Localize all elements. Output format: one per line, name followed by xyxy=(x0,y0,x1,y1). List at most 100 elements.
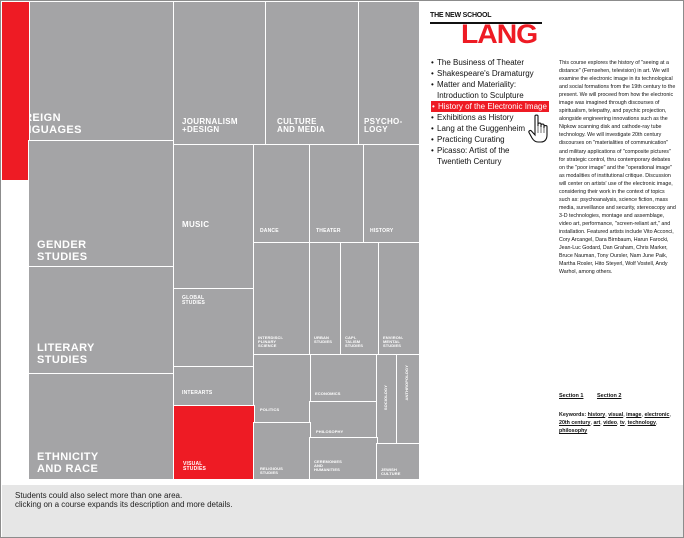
tile-journalism-design[interactable]: Journalism +Design xyxy=(173,1,267,146)
course-item[interactable]: • Lang at the Guggenheim xyxy=(431,123,556,134)
course-label: Shakespeare's Dramaturgy xyxy=(437,69,534,78)
course-label: Practicing Curating xyxy=(437,135,505,144)
logo-lang-text: LANG xyxy=(461,19,538,49)
keyword-link[interactable]: image xyxy=(626,412,642,418)
tile-label: Environ- mental Studies xyxy=(383,335,404,349)
tile-label: Urban Studies xyxy=(314,335,333,345)
tile-philosophy[interactable]: Philosophy xyxy=(309,401,378,439)
tile-jewish-culture[interactable]: Jewish Culture xyxy=(376,443,420,480)
footer-line-2: clicking on a course expands its descrip… xyxy=(15,500,233,509)
tile-psychology[interactable]: Psycho- logy xyxy=(358,1,420,146)
tile-interdisciplinary-science[interactable]: Interdisci- plinary Science xyxy=(253,242,311,356)
tile-label: Culture and Media xyxy=(277,117,326,135)
tile-ceremonies-and-humanities[interactable]: Ceremonies and Humanities xyxy=(309,437,378,480)
tile-label: Sociology xyxy=(383,385,388,411)
course-item[interactable]: • Exhibitions as History xyxy=(431,112,556,123)
hand-cursor-icon xyxy=(528,114,548,143)
tile-music[interactable]: Music xyxy=(173,144,255,290)
tile-label: Capi- talism Studies xyxy=(345,335,364,349)
course-label: Picasso: Artist of the xyxy=(437,146,510,155)
tile-visual-studies[interactable]: Visual Studies xyxy=(173,405,255,480)
course-label: Exhibitions as History xyxy=(437,113,514,122)
tile-label: Politics xyxy=(260,407,280,412)
tile-urban-studies[interactable]: Urban Studies xyxy=(309,242,342,356)
tile-label: Literary Studies xyxy=(37,342,95,366)
course-label: Introduction to Sculpture xyxy=(437,91,524,100)
tile-capitalism-studies[interactable]: Capi- talism Studies xyxy=(340,242,380,356)
tile-label: Theater xyxy=(316,228,341,234)
course-item[interactable]: • Matter and Materiality: Introduction to … xyxy=(431,79,556,101)
bullet-icon: • xyxy=(431,135,434,144)
tile-culture-and-media[interactable]: Culture and Media xyxy=(265,1,360,146)
tile-literary-studies[interactable]: Literary Studies xyxy=(28,266,175,375)
tile-label: Ceremonies and Humanities xyxy=(314,459,342,473)
section-1-link[interactable]: Section 1 xyxy=(559,393,584,399)
keyword-link[interactable]: 20th century xyxy=(559,420,591,426)
tile-economics[interactable]: Economics xyxy=(309,354,378,403)
keyword-link[interactable]: visual xyxy=(608,412,624,418)
tile-politics[interactable]: Politics xyxy=(253,354,311,424)
tile-foreign-languages[interactable]: Foreign Languages xyxy=(1,1,175,142)
footer-note: Students could also select more than one… xyxy=(2,485,683,537)
tile-label: Ethnicity and Race xyxy=(37,451,99,475)
tile-red-strip[interactable] xyxy=(1,1,30,181)
course-item[interactable]: • Picasso: Artist of the Twentieth Century xyxy=(431,145,556,167)
lang-logo: THE NEW SCHOOL LANG xyxy=(430,12,550,48)
course-item[interactable]: • History of the Electronic Image xyxy=(431,101,549,112)
tile-environmental-studies[interactable]: Environ- mental Studies xyxy=(378,242,420,356)
tile-gender-studies[interactable]: Gender Studies xyxy=(28,140,175,268)
bullet-icon: • xyxy=(431,146,434,155)
tile-label: Foreign Languages xyxy=(8,112,82,136)
keyword-link[interactable]: video xyxy=(603,420,618,426)
tile-dance[interactable]: Dance xyxy=(253,144,311,244)
tile-sociology[interactable]: Sociology xyxy=(376,354,398,445)
keyword-link[interactable]: philosophy xyxy=(559,428,588,434)
course-item[interactable]: • Practicing Curating xyxy=(431,134,556,145)
tile-ethnicity-and-race[interactable]: Ethnicity and Race xyxy=(28,373,175,480)
bullet-icon: • xyxy=(431,58,434,67)
tile-label: Music xyxy=(182,220,210,229)
tile-history[interactable]: History xyxy=(363,144,420,244)
tile-religious-studies[interactable]: Religious Studies xyxy=(253,422,311,480)
footer-line-1: Students could also select more than one… xyxy=(15,491,183,500)
bullet-icon: • xyxy=(431,113,434,122)
keyword-link[interactable]: art xyxy=(593,420,601,426)
tile-label: Journalism +Design xyxy=(182,117,238,135)
logo-rule xyxy=(430,22,542,24)
course-list: • The Business of Theater • Shakespeare's D… xyxy=(431,57,556,167)
tile-theater[interactable]: Theater xyxy=(309,144,365,244)
tile-label: History xyxy=(370,228,394,234)
section-links: Section 1 Section 2 xyxy=(559,393,633,399)
tile-global-studies[interactable]: Global Studies xyxy=(173,288,255,368)
logo-school-text: THE NEW SCHOOL xyxy=(430,12,492,19)
tile-label: Visual Studies xyxy=(183,461,207,473)
tile-label: Dance xyxy=(260,228,279,234)
keywords: Keywords: history, visual, image, electr… xyxy=(559,412,671,434)
course-label: Twentieth Century xyxy=(437,157,502,166)
course-label: Matter and Materiality: xyxy=(437,80,517,89)
course-label: History of the Electronic Image xyxy=(438,102,547,111)
tile-label: Global Studies xyxy=(182,295,206,307)
tile-label: Interarts xyxy=(182,390,213,396)
tile-label: Economics xyxy=(315,391,341,396)
tile-label: Anthropology xyxy=(404,365,409,401)
tile-label: Jewish Culture xyxy=(381,467,401,477)
course-label: The Business of Theater xyxy=(437,58,525,67)
keyword-link[interactable]: history xyxy=(587,412,606,418)
course-item[interactable]: • Shakespeare's Dramaturgy xyxy=(431,68,556,79)
keyword-link[interactable]: technology xyxy=(627,420,656,426)
section-2-link[interactable]: Section 2 xyxy=(596,393,622,399)
bullet-icon: • xyxy=(432,102,435,111)
course-item[interactable]: • The Business of Theater xyxy=(431,57,556,68)
keyword-link[interactable]: electronic xyxy=(644,412,670,418)
bullet-icon: • xyxy=(431,124,434,133)
tile-label: Gender Studies xyxy=(37,239,88,263)
tile-anthropology[interactable]: Anthropology xyxy=(396,354,420,445)
keyword-link[interactable]: tv xyxy=(619,420,625,426)
tile-label: Religious Studies xyxy=(260,466,283,476)
keywords-label: Keywords: xyxy=(559,412,588,418)
tile-label: Philosophy xyxy=(316,429,344,434)
tile-interarts[interactable]: Interarts xyxy=(173,366,255,407)
tile-label: Interdisci- plinary Science xyxy=(258,335,284,349)
